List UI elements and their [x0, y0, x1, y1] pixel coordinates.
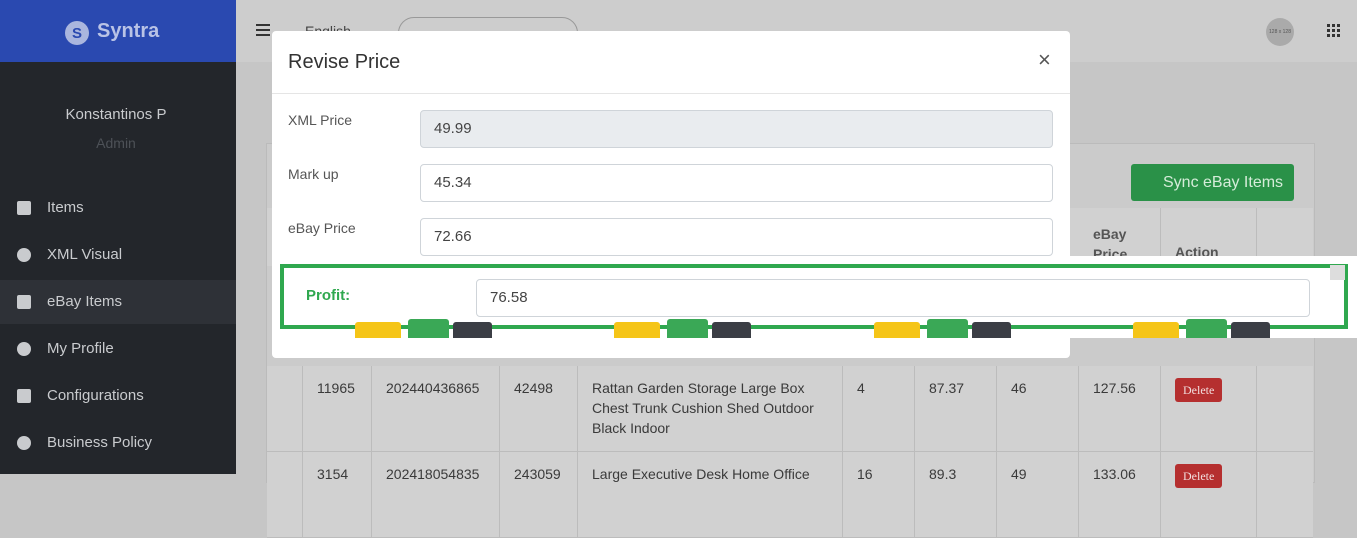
table-cell: 202440436865: [372, 366, 500, 452]
brand-name: Syntra: [97, 20, 160, 42]
menu-toggle[interactable]: [256, 23, 272, 37]
table-cell: Large Executive Desk Home Office: [578, 452, 843, 538]
table-cell: 3154: [303, 452, 372, 538]
row-button[interactable]: [1133, 322, 1179, 338]
menu-item[interactable]: My Profile: [0, 327, 236, 371]
sidebar: [0, 0, 236, 474]
menu-item[interactable]: XML Visual: [0, 233, 236, 277]
table-cell: 202418054835: [372, 452, 500, 538]
row-button[interactable]: [1186, 319, 1227, 338]
highlight-box: [280, 264, 1348, 329]
row-button[interactable]: [874, 322, 920, 338]
table-cell: 127.56: [1079, 366, 1161, 452]
sync-button[interactable]: Sync eBay Items: [1131, 164, 1294, 201]
table-cell: 4: [843, 366, 915, 452]
menu-item[interactable]: Business Policy: [0, 421, 236, 465]
menu-icon: [17, 248, 31, 262]
delete-button[interactable]: Delete: [1175, 464, 1223, 488]
row-button[interactable]: [355, 322, 401, 338]
profit-band: Profit: 76.58: [272, 256, 1357, 338]
field-label: XML Price: [288, 112, 353, 128]
sync-label: Sync eBay Items: [1163, 174, 1284, 191]
field-value: 45.34: [434, 174, 472, 191]
row-button[interactable]: [1231, 322, 1270, 338]
cell: [267, 366, 303, 452]
menu-item[interactable]: Configurations: [0, 374, 236, 418]
table-cell: 16: [843, 452, 915, 538]
row-button[interactable]: [453, 322, 492, 338]
user-name: Konstantinos P: [65, 106, 167, 123]
cell: [267, 452, 303, 538]
delete-button[interactable]: Delete: [1175, 378, 1223, 402]
logo-icon: S: [65, 21, 89, 45]
table-row: [267, 366, 1313, 452]
user-role: Admin: [96, 135, 136, 151]
field-input[interactable]: 45.34: [420, 164, 1053, 202]
table-cell: 89.3: [915, 452, 997, 538]
table-cell: 243059: [500, 452, 578, 538]
menu-icon: [17, 201, 31, 215]
table-cell: 42498: [500, 366, 578, 452]
modal-title: Revise Price: [288, 51, 401, 73]
profit-label: Profit:: [306, 287, 351, 304]
scrollbar: [1330, 265, 1345, 280]
profit-input[interactable]: 76.58: [476, 279, 1310, 317]
menu-icon: [17, 342, 31, 356]
menu-item[interactable]: Items: [0, 186, 236, 230]
table-cell: 46: [997, 366, 1079, 452]
brand[interactable]: S Syntra: [0, 0, 236, 62]
field-input[interactable]: 49.99: [420, 110, 1053, 148]
row-button[interactable]: [408, 319, 449, 338]
row-button[interactable]: [712, 322, 751, 338]
close-button[interactable]: ×: [1038, 47, 1051, 72]
menu-icon: [17, 389, 31, 403]
row-button[interactable]: [614, 322, 660, 338]
svg-text:S: S: [72, 25, 82, 42]
row-button[interactable]: [667, 319, 708, 338]
row-button[interactable]: [972, 322, 1011, 338]
table-cell: 87.37: [915, 366, 997, 452]
table-cell: 11965: [303, 366, 372, 452]
cell: Delete: [1161, 366, 1257, 452]
avatar[interactable]: 128 x 128: [1266, 18, 1294, 46]
row-button[interactable]: [927, 319, 968, 338]
menu-icon: [17, 436, 31, 450]
menu-icon: [17, 295, 31, 309]
field-label: eBay Price: [288, 220, 356, 236]
divider: [272, 93, 1070, 94]
profit-value: 76.58: [490, 289, 528, 306]
menu-item[interactable]: eBay Items: [0, 280, 236, 324]
field-value: 72.66: [434, 228, 472, 245]
table-cell: Rattan Garden Storage Large Box Chest Tr…: [578, 366, 843, 452]
field-value: 49.99: [434, 120, 472, 137]
field-label: Mark up: [288, 166, 339, 182]
table-cell: 49: [997, 452, 1079, 538]
apps-icon[interactable]: [1327, 24, 1341, 38]
cell: Delete: [1161, 452, 1257, 538]
field-input[interactable]: 72.66: [420, 218, 1053, 256]
table-cell: 133.06: [1079, 452, 1161, 538]
